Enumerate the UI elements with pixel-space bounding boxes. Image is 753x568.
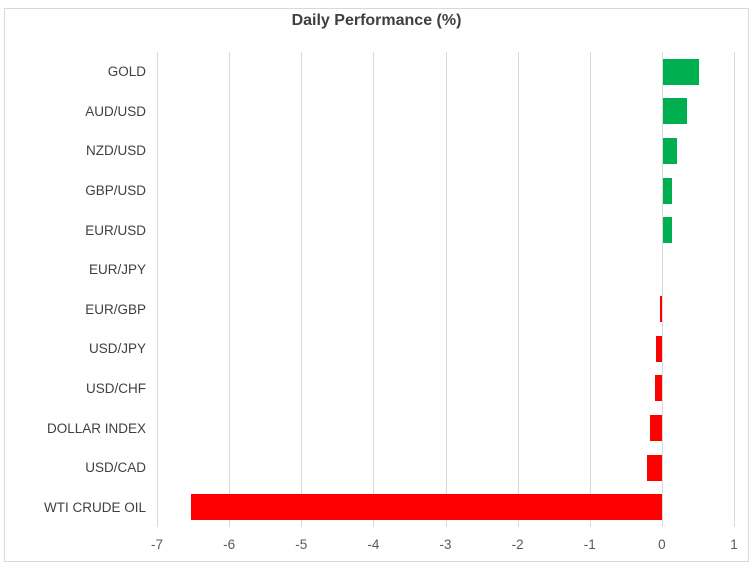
tick-label--3: -3 [439,537,452,552]
bar-eur-gbp [659,296,662,323]
bar-usd-cad [647,454,662,481]
tick-label--4: -4 [367,537,380,552]
category-label-wti-crude-oil: WTI CRUDE OIL [43,499,146,515]
bar-dollar-index [650,415,662,442]
category-label-eur-gbp: EUR/GBP [85,301,146,317]
category-label-eur-usd: EUR/USD [85,222,146,238]
tick-label--2: -2 [511,537,524,552]
tick-label-1: 1 [730,537,738,552]
category-axis: GOLD AUD/USD NZD/USD GBP/USD EUR/USD EUR/JPY E… [8,52,146,527]
category-label-gbp-usd: GBP/USD [85,183,146,199]
category-label-nzd-usd: NZD/USD [86,143,146,159]
plot-area [157,52,735,527]
bar-gbp-usd [662,177,673,204]
category-label-dollar-index: DOLLAR INDEX [46,420,146,436]
bar-eur-usd [662,217,672,244]
tick-label--7: -7 [150,537,163,552]
tick-label--1: -1 [583,537,596,552]
gridline--5 [301,52,302,527]
bar-gold [662,58,699,85]
bar-nzd-usd [662,137,677,164]
bar-usd-jpy [656,335,662,362]
category-label-usd-cad: USD/CAD [85,460,146,476]
gridline--6 [229,52,230,527]
bar-usd-chf [655,375,662,402]
tick-label--5: -5 [295,537,308,552]
chart-title: Daily Performance (%) [291,12,462,29]
category-label-usd-chf: USD/CHF [86,380,146,396]
gridline-0 [662,52,663,527]
tick-label-0: 0 [658,537,666,552]
bar-wti-crude-oil [190,494,662,521]
gridline--7 [157,52,158,527]
category-label-aud-usd: AUD/USD [85,103,146,119]
gridline--2 [518,52,519,527]
value-axis: -7 -6 -5 -4 -3 -2 -1 0 1 [0,538,753,556]
gridline--3 [446,52,447,527]
bar-aud-usd [662,98,688,125]
category-label-eur-jpy: EUR/JPY [88,262,146,278]
gridline--1 [590,52,591,527]
category-label-gold: GOLD [107,64,146,80]
gridline-1 [734,52,735,527]
gridline--4 [373,52,374,527]
tick-label--6: -6 [223,537,236,552]
category-label-usd-jpy: USD/JPY [88,341,146,357]
